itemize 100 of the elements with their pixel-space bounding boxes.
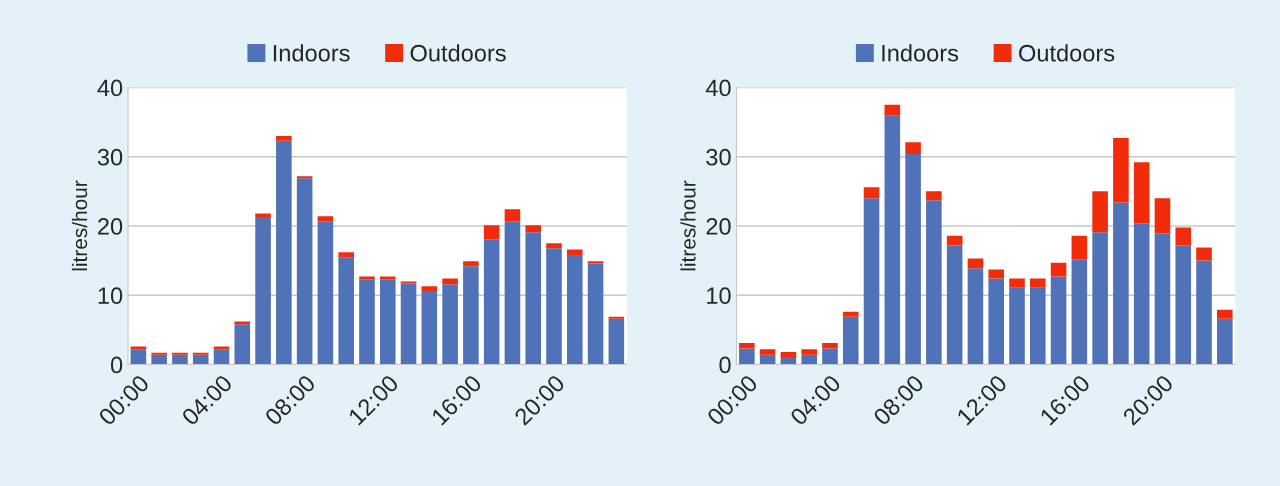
bar bbox=[504, 209, 521, 222]
bar bbox=[926, 200, 942, 365]
y-tick-label: 0 bbox=[110, 356, 123, 374]
bar bbox=[421, 286, 438, 292]
bar bbox=[213, 346, 230, 350]
bar bbox=[442, 284, 458, 365]
bar bbox=[504, 221, 521, 365]
bar bbox=[483, 239, 500, 365]
bar bbox=[1113, 138, 1129, 203]
legend-label: Outdoors bbox=[410, 44, 506, 62]
bar bbox=[1071, 235, 1088, 260]
y-tick-label: 20 bbox=[706, 218, 731, 235]
bar bbox=[801, 354, 817, 365]
y-tick-label: 20 bbox=[98, 218, 123, 235]
bar bbox=[905, 153, 921, 365]
bar bbox=[276, 135, 292, 141]
bar bbox=[842, 311, 859, 317]
bar bbox=[1196, 260, 1212, 365]
bar bbox=[483, 225, 500, 240]
bar bbox=[421, 291, 438, 365]
bar bbox=[338, 257, 354, 365]
bar bbox=[759, 349, 776, 355]
bar bbox=[1154, 198, 1171, 234]
y-tick-label: 40 bbox=[705, 79, 731, 97]
legend-label: Indoors bbox=[273, 44, 350, 62]
bar bbox=[151, 352, 167, 355]
bar bbox=[130, 346, 147, 350]
y-axis-title: litres/hour bbox=[680, 180, 696, 271]
bar bbox=[884, 115, 901, 365]
bar bbox=[1029, 287, 1046, 365]
bar bbox=[317, 216, 334, 222]
bar bbox=[822, 343, 838, 349]
bar bbox=[863, 187, 880, 199]
bar bbox=[525, 232, 542, 365]
bar bbox=[1196, 247, 1212, 261]
bar bbox=[1133, 223, 1150, 365]
bar bbox=[905, 142, 921, 154]
bar bbox=[172, 354, 188, 365]
bar bbox=[442, 278, 458, 285]
bar bbox=[317, 221, 334, 365]
bar bbox=[546, 243, 562, 249]
bar bbox=[463, 261, 479, 267]
y-axis-title: litres/hour bbox=[71, 180, 88, 271]
bar bbox=[296, 178, 313, 365]
bar bbox=[967, 268, 984, 365]
bar bbox=[608, 318, 625, 365]
bar bbox=[842, 316, 859, 365]
bar bbox=[801, 349, 817, 355]
y-tick-label: 30 bbox=[97, 148, 123, 166]
bar bbox=[1009, 287, 1025, 365]
bar bbox=[151, 354, 167, 365]
bar bbox=[400, 283, 417, 365]
y-tick-label: 30 bbox=[706, 148, 731, 166]
bar bbox=[739, 348, 755, 365]
bar bbox=[1029, 278, 1046, 288]
bar bbox=[338, 252, 354, 258]
bar bbox=[780, 352, 797, 357]
bar bbox=[1175, 245, 1192, 365]
bar bbox=[1133, 162, 1150, 224]
bar bbox=[1092, 191, 1108, 233]
legend-label: Outdoors bbox=[1019, 44, 1115, 62]
bar bbox=[587, 263, 604, 365]
bar bbox=[884, 104, 901, 116]
bar bbox=[192, 354, 209, 365]
bar bbox=[739, 343, 755, 349]
bar bbox=[1217, 309, 1233, 319]
bar bbox=[359, 279, 375, 365]
bar bbox=[296, 176, 313, 179]
bar bbox=[946, 245, 963, 365]
bar bbox=[566, 255, 583, 365]
bar bbox=[1113, 202, 1129, 365]
bar bbox=[400, 281, 417, 284]
bar bbox=[463, 266, 479, 365]
bar bbox=[1092, 232, 1108, 365]
bar bbox=[1175, 227, 1192, 246]
bar bbox=[213, 349, 230, 365]
bar bbox=[379, 279, 396, 365]
y-tick-label: 10 bbox=[98, 287, 123, 305]
bar bbox=[525, 225, 542, 233]
bar bbox=[130, 349, 147, 365]
bar bbox=[255, 216, 271, 365]
bar bbox=[192, 352, 209, 355]
bar bbox=[863, 198, 880, 365]
bar bbox=[172, 352, 188, 355]
bar bbox=[608, 316, 625, 319]
bar bbox=[926, 191, 942, 201]
bar bbox=[822, 348, 838, 365]
bar bbox=[988, 278, 1005, 365]
bar bbox=[1071, 259, 1088, 365]
bar bbox=[1050, 262, 1067, 277]
bar bbox=[566, 249, 583, 256]
bar bbox=[546, 248, 562, 365]
bar bbox=[1154, 233, 1171, 365]
bar bbox=[276, 140, 292, 365]
bar bbox=[587, 261, 604, 264]
y-tick-label: 10 bbox=[707, 287, 731, 305]
bar bbox=[234, 324, 251, 365]
legend-label: Indoors bbox=[882, 44, 959, 62]
y-tick-label: 40 bbox=[97, 79, 123, 97]
bar bbox=[1217, 318, 1233, 365]
